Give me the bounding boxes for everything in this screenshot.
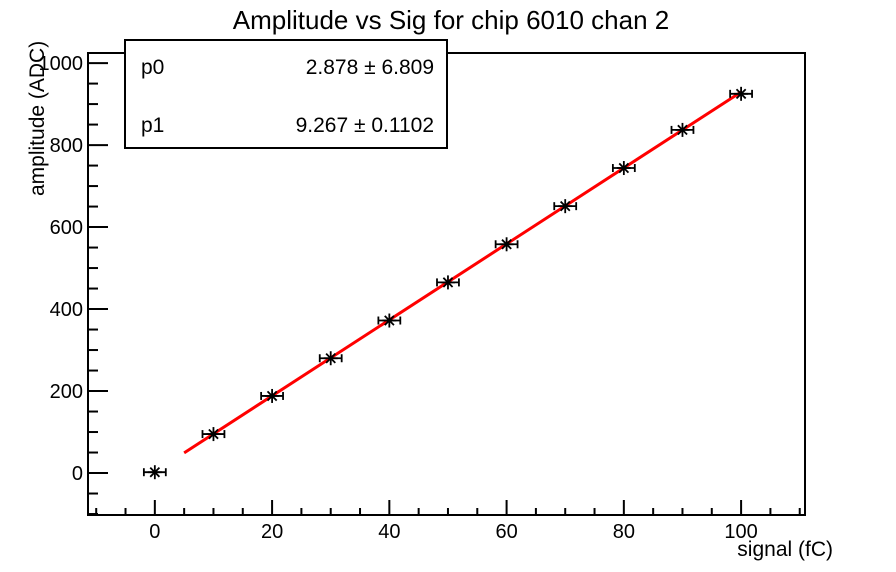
stats-row-p0-value: 2.878 ± 6.809	[306, 56, 434, 79]
y-tick-label: 400	[50, 299, 83, 321]
marker-stroke-d2	[208, 428, 219, 440]
data-point	[436, 275, 460, 290]
x-tick-label: 0	[149, 521, 160, 543]
y-tick-label: 0	[72, 463, 83, 485]
data-point	[670, 122, 695, 137]
y-tick-label: 600	[50, 217, 83, 239]
x-tick-label: 80	[613, 521, 635, 543]
stats-box-frame	[124, 39, 448, 149]
marker-stroke-d2	[442, 277, 454, 288]
x-tick-label: 20	[261, 521, 283, 543]
x-tick-label: 60	[495, 521, 517, 543]
marker-stroke-d2	[325, 353, 336, 364]
x-tick-label: 40	[378, 521, 400, 543]
data-point	[611, 161, 636, 176]
data-point	[729, 86, 753, 101]
data-point	[377, 313, 402, 328]
stats-row-p1-value: 9.267 ± 0.1102	[296, 114, 434, 137]
data-point	[142, 465, 167, 480]
x-axis-title: signal (fC)	[737, 538, 833, 561]
stats-box: p0 2.878 ± 6.809 p1 9.267 ± 0.1102	[124, 39, 448, 149]
stats-row-p0-name: p0	[141, 56, 164, 79]
y-tick-label: 1000	[39, 53, 84, 75]
y-tick-label: 200	[50, 381, 83, 403]
marker-stroke-d2	[559, 200, 571, 212]
marker-stroke-d2	[677, 124, 688, 136]
y-axis-title: amplitude (ADC)	[26, 41, 49, 196]
marker-stroke-d2	[266, 390, 278, 402]
x-tick-label: 100	[724, 521, 757, 543]
stats-row-p1-name: p1	[141, 114, 164, 137]
marker-stroke-d2	[149, 466, 161, 478]
data-point	[553, 199, 578, 214]
fit-line	[183, 90, 742, 455]
data-point	[260, 388, 284, 403]
y-tick-label: 800	[50, 135, 83, 157]
marker-stroke-d2	[384, 315, 395, 326]
data-point	[201, 427, 226, 442]
marker-stroke-d2	[618, 162, 630, 174]
chart-title: Amplitude vs Sig for chip 6010 chan 2	[233, 5, 669, 35]
data-point	[318, 351, 343, 366]
data-point	[494, 237, 519, 252]
marker-stroke-d2	[501, 239, 512, 250]
marker-stroke-d2	[735, 88, 747, 100]
data-series	[142, 86, 753, 480]
